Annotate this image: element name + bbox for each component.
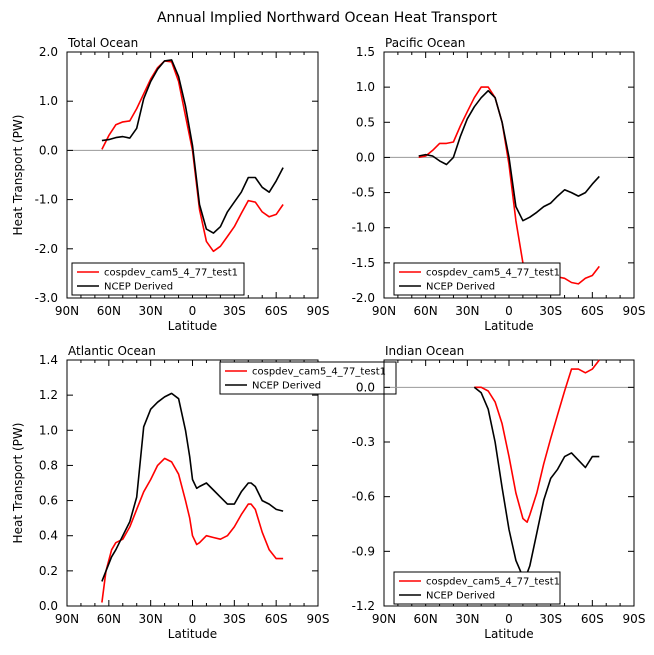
y-axis-label: Heat Transport (PW)	[11, 423, 25, 544]
legend-box	[393, 571, 561, 605]
x-tick-label: 60S	[581, 304, 604, 318]
plot-frame	[66, 51, 319, 299]
panel-title: Total Ocean	[67, 36, 138, 50]
x-tick-label: 60N	[414, 304, 438, 318]
y-tick-label: 0.0	[39, 599, 58, 613]
legend: cospdev_cam5_4_77_test1 NCEP Derived	[219, 361, 397, 395]
x-tick-label: 60S	[265, 304, 288, 318]
x-tick-label: 0	[189, 612, 197, 626]
y-tick-label: -1.5	[352, 256, 375, 270]
x-tick-label: 60N	[97, 612, 121, 626]
series-line-ncep	[101, 392, 284, 582]
y-tick-label: -0.6	[352, 490, 375, 504]
legend-label: cospdev_cam5_4_77_test1	[104, 268, 238, 279]
x-tick-label: 90S	[307, 612, 330, 626]
x-tick-label: 30S	[539, 612, 562, 626]
plot-frame	[66, 359, 319, 607]
chart-panel-1: 90N 60N 30N 0 30S 60S 90S -3.0 -2.0 -1.0 0.0 1.0 2.0…	[11, 36, 329, 333]
x-tick-label: 90S	[307, 304, 330, 318]
chart-panel-2: 90N 60N 30N 0 30S 60S 90S -2.0 -1.5 -1.0 -0.5 0.0 0.…	[352, 36, 646, 333]
y-tick-label: -1.0	[352, 221, 375, 235]
legend-label: cospdev_cam5_4_77_test1	[426, 577, 560, 588]
series-line-model	[474, 359, 600, 523]
x-tick-label: 0	[189, 304, 197, 318]
series-line-model	[418, 86, 600, 285]
y-tick-label: 2.0	[39, 45, 58, 59]
x-axis-label: Latitude	[484, 319, 533, 333]
legend: cospdev_cam5_4_77_test1 NCEP Derived	[393, 571, 561, 605]
y-tick-label: 1.2	[39, 388, 58, 402]
y-tick-label: 0.6	[39, 494, 58, 508]
y-tick-label: -0.5	[352, 186, 375, 200]
plot-frame	[383, 51, 635, 299]
legend-label: NCEP Derived	[426, 282, 495, 293]
y-tick-label: 0.4	[39, 529, 58, 543]
legend-label: cospdev_cam5_4_77_test1	[426, 268, 560, 279]
y-axis-label: Heat Transport (PW)	[11, 115, 25, 236]
series-line-ncep	[473, 386, 600, 578]
x-axis-label: Latitude	[484, 627, 533, 641]
x-axis-label: Latitude	[168, 627, 217, 641]
x-tick-label: 30N	[139, 612, 163, 626]
series-line-model	[101, 457, 284, 603]
y-tick-label: -3.0	[35, 291, 58, 305]
x-tick-label: 90S	[623, 304, 646, 318]
y-tick-label: -2.0	[352, 291, 375, 305]
y-tick-label: -2.0	[35, 242, 58, 256]
x-tick-label: 60N	[414, 612, 438, 626]
x-tick-label: 30S	[223, 612, 246, 626]
x-tick-label: 0	[505, 612, 513, 626]
legend-box	[219, 361, 397, 395]
y-tick-label: 1.0	[39, 423, 58, 437]
y-tick-label: 1.4	[39, 353, 58, 367]
y-tick-label: -0.3	[352, 435, 375, 449]
series-line-model	[101, 60, 284, 253]
series-line-ncep	[418, 89, 600, 222]
y-tick-label: 0.0	[39, 143, 58, 157]
x-tick-label: 90N	[55, 612, 79, 626]
x-axis-label: Latitude	[168, 319, 217, 333]
x-tick-label: 60S	[581, 612, 604, 626]
y-tick-label: 1.0	[39, 94, 58, 108]
y-tick-label: -1.0	[35, 193, 58, 207]
legend-label: cospdev_cam5_4_77_test1	[252, 367, 386, 378]
panel-title: Indian Ocean	[385, 344, 464, 358]
x-tick-label: 90N	[372, 304, 396, 318]
y-tick-label: -0.9	[352, 544, 375, 558]
x-tick-label: 90N	[372, 612, 396, 626]
legend-box	[393, 262, 561, 296]
panel-title: Atlantic Ocean	[68, 344, 156, 358]
x-tick-label: 90N	[55, 304, 79, 318]
panel-title: Pacific Ocean	[385, 36, 465, 50]
legend: cospdev_cam5_4_77_test1 NCEP Derived	[71, 262, 245, 296]
plot-frame	[383, 359, 635, 607]
figure-title: Annual Implied Northward Ocean Heat Tran…	[157, 10, 498, 26]
legend-label: NCEP Derived	[252, 381, 321, 392]
legend-box	[71, 262, 245, 296]
x-tick-label: 30S	[539, 304, 562, 318]
chart-panel-4: 90N 60N 30N 0 30S 60S 90S -1.2 -0.9 -0.6 -0.3 0.0 La…	[352, 344, 646, 641]
legend: cospdev_cam5_4_77_test1 NCEP Derived	[393, 262, 561, 296]
x-tick-label: 60S	[265, 612, 288, 626]
y-tick-label: 0.2	[39, 564, 58, 578]
chart-panel-3: 90N 60N 30N 0 30S 60S 90S 0.0 0.2 0.4 0.6 0.8 1.0 1.2…	[11, 344, 397, 641]
y-tick-label: 0.5	[356, 115, 375, 129]
y-tick-label: 1.0	[356, 80, 375, 94]
y-tick-label: 0.0	[356, 150, 375, 164]
x-tick-label: 60N	[97, 304, 121, 318]
x-tick-label: 30N	[455, 304, 479, 318]
series-line-ncep	[101, 59, 284, 234]
legend-label: NCEP Derived	[426, 591, 495, 602]
x-tick-label: 0	[505, 304, 513, 318]
y-tick-label: 1.5	[356, 45, 375, 59]
x-tick-label: 30S	[223, 304, 246, 318]
y-tick-label: 0.8	[39, 458, 58, 472]
y-tick-label: 0.0	[356, 380, 375, 394]
legend-label: NCEP Derived	[104, 282, 173, 293]
x-tick-label: 90S	[623, 612, 646, 626]
x-tick-label: 30N	[455, 612, 479, 626]
y-tick-label: -1.2	[352, 599, 375, 613]
x-tick-label: 30N	[139, 304, 163, 318]
